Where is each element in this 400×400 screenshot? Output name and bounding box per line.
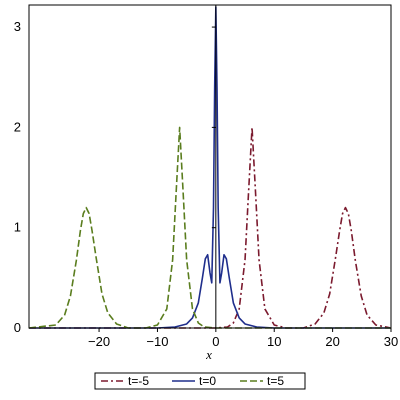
series-line-t-5 bbox=[28, 126, 391, 329]
x-tick-label: −10 bbox=[146, 334, 168, 349]
series-line-t-5 bbox=[29, 126, 392, 329]
y-tick-label: 2 bbox=[14, 119, 21, 134]
x-tick-label: −20 bbox=[88, 334, 110, 349]
x-tick-label: 20 bbox=[325, 334, 339, 349]
axis-layer: −20 −10 0 10 20 30 0 1 2 3 bbox=[14, 5, 398, 349]
series-layer bbox=[28, 6, 392, 329]
legend: t=-5 t=0 t=5 bbox=[94, 372, 306, 390]
y-tick-label: 1 bbox=[14, 220, 21, 235]
legend-label: t=5 bbox=[267, 374, 284, 388]
y-tick-label: 0 bbox=[14, 320, 21, 335]
x-tick-label: 10 bbox=[267, 334, 281, 349]
legend-label: t=0 bbox=[199, 374, 216, 388]
legend-label: t=-5 bbox=[128, 374, 149, 388]
plot-frame bbox=[28, 4, 392, 329]
y-tick-label: 3 bbox=[14, 19, 21, 34]
x-axis-label: x bbox=[205, 347, 212, 362]
x-tick-label: 0 bbox=[212, 334, 219, 349]
legend-box bbox=[94, 372, 306, 390]
series-line-t-0 bbox=[29, 6, 391, 329]
x-tick-label: 30 bbox=[384, 334, 398, 349]
